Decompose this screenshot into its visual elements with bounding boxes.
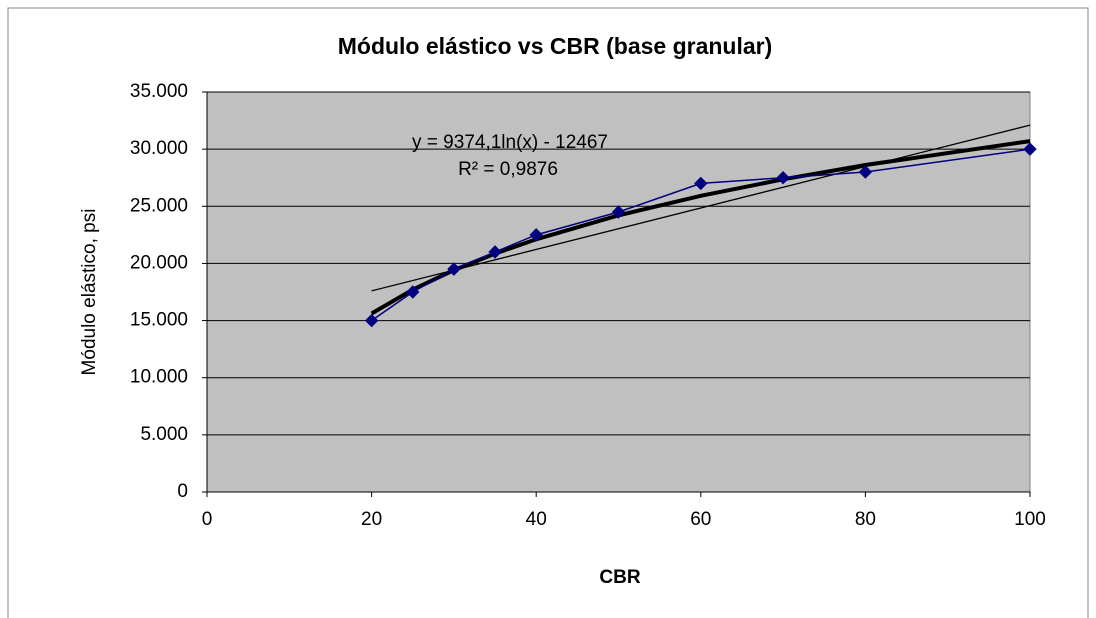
x-tick-label: 80 xyxy=(855,509,876,530)
data-point xyxy=(611,205,626,219)
y-axis-label: Módulo elástico, psi xyxy=(79,209,100,376)
x-tick-label: 40 xyxy=(526,509,547,530)
x-axis-label: CBR xyxy=(599,567,640,588)
x-tick-label: 0 xyxy=(202,509,213,530)
data-point xyxy=(364,313,379,328)
y-tick-label: 5.000 xyxy=(140,424,188,445)
data-line xyxy=(371,148,1031,322)
x-tick-label: 60 xyxy=(690,509,711,530)
y-tick-label: 25.000 xyxy=(130,195,188,216)
y-tick-label: 20.000 xyxy=(130,252,188,273)
annotation: R² = 0,9876 xyxy=(458,159,558,180)
y-tick-label: 0 xyxy=(177,481,188,502)
data-point xyxy=(858,165,873,179)
trend-line xyxy=(371,124,1031,292)
data-point xyxy=(776,171,790,185)
y-tick-label: 30.000 xyxy=(130,138,188,159)
data-point xyxy=(1023,142,1037,156)
y-tick-label: 35.000 xyxy=(130,81,188,102)
data-point xyxy=(529,228,543,242)
y-tick-label: 10.000 xyxy=(130,367,188,388)
data-point xyxy=(488,245,502,259)
data-point xyxy=(406,285,420,299)
x-tick-label: 100 xyxy=(1014,509,1046,530)
chart-frame xyxy=(7,7,1089,618)
annotation: y = 9374,1ln(x) - 12467 xyxy=(412,132,608,153)
data-point xyxy=(694,176,708,191)
chart-title: Módulo elástico vs CBR (base granular) xyxy=(338,33,773,59)
plot-area xyxy=(206,91,1031,493)
y-tick-label: 15.000 xyxy=(130,310,188,331)
data-point xyxy=(447,262,461,276)
x-tick-label: 20 xyxy=(361,509,382,530)
